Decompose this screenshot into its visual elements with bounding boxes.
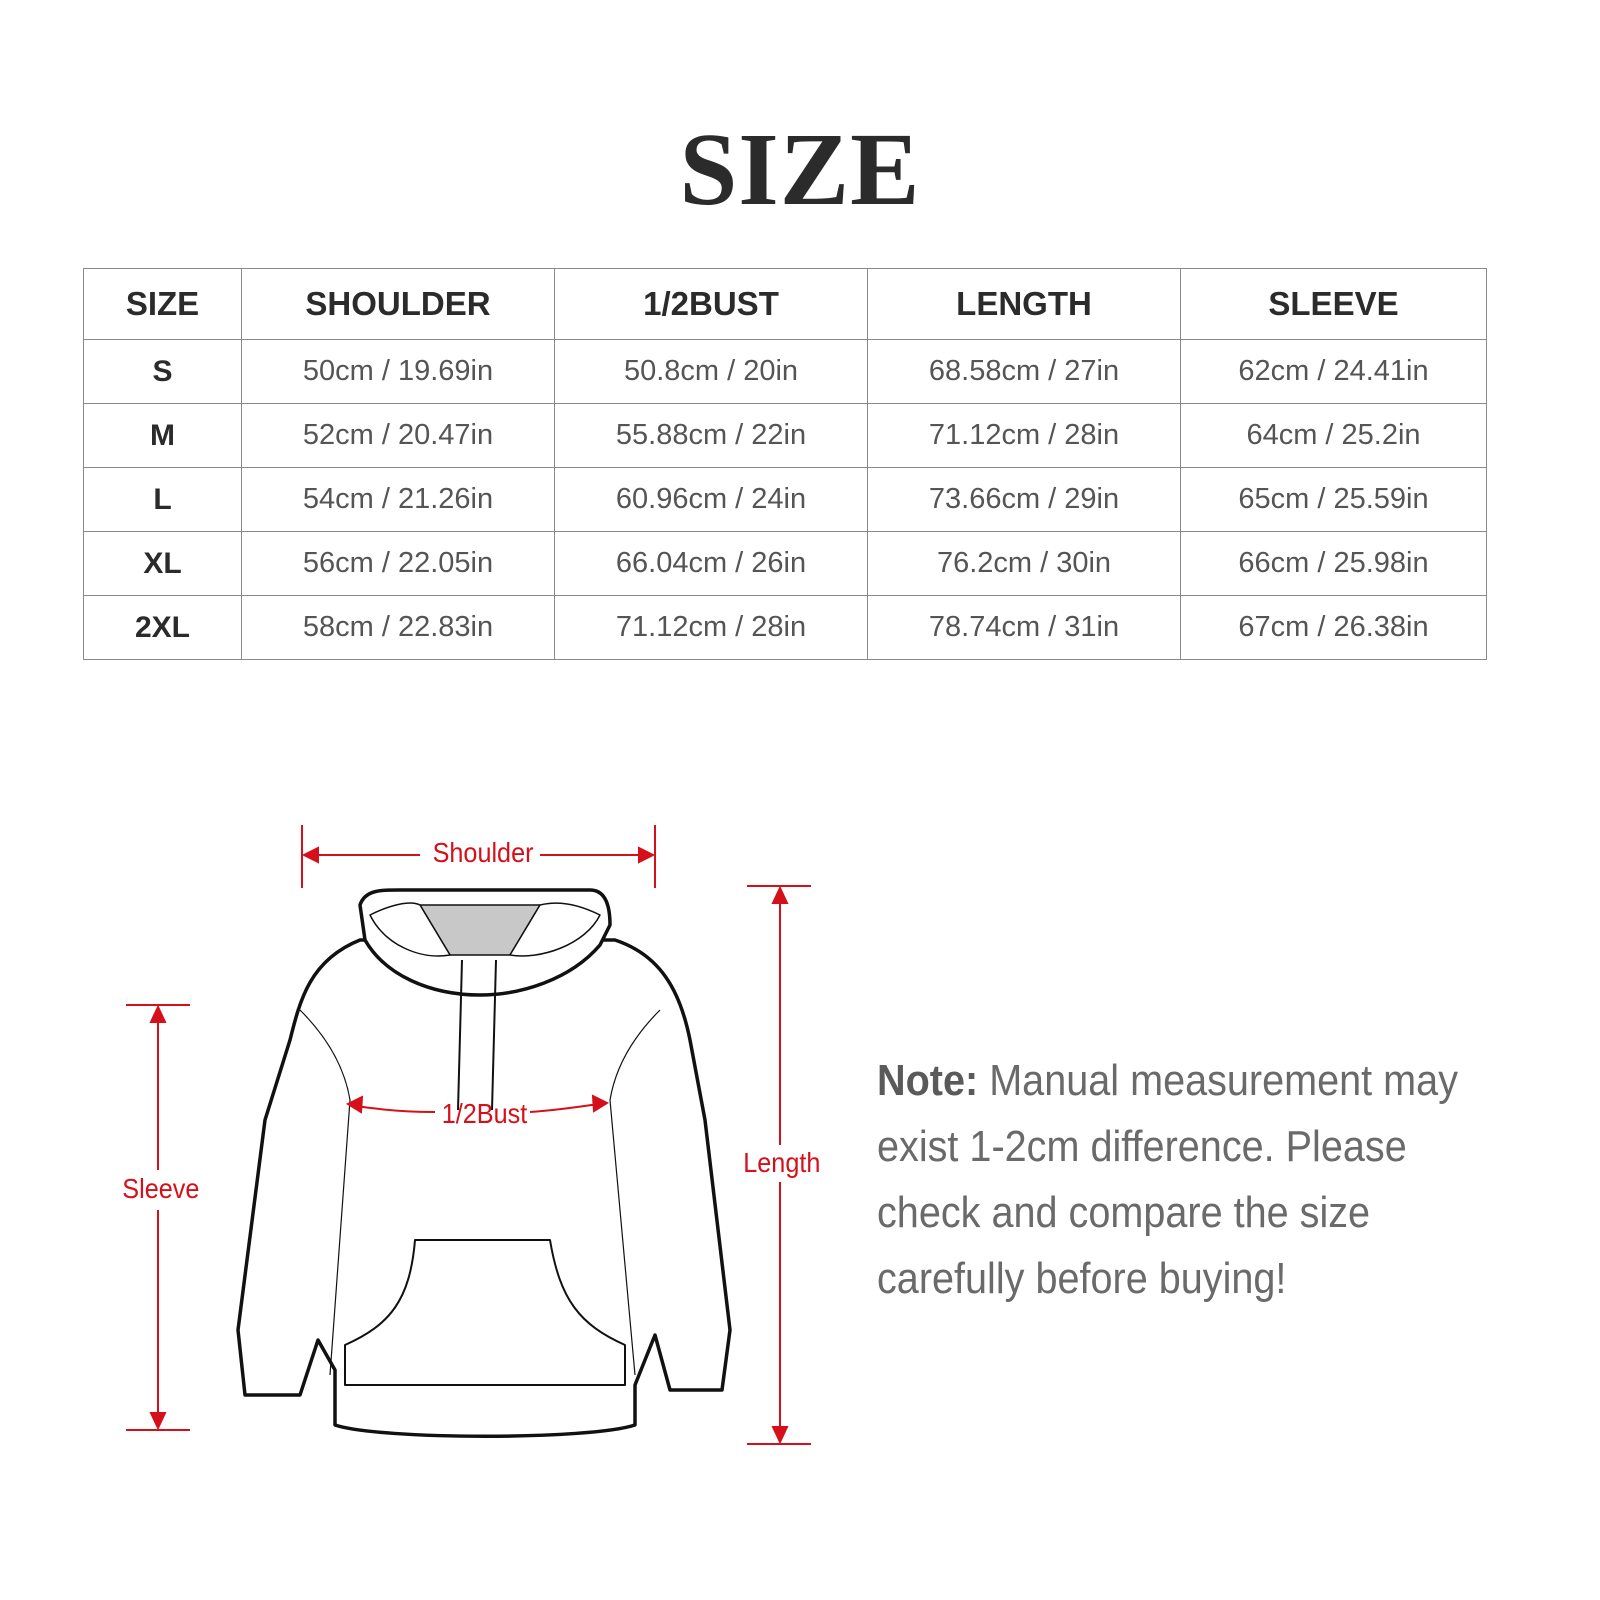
measurement-cell: 66.04cm / 26in <box>554 531 868 596</box>
table-row: M 52cm / 20.47in 55.88cm / 22in 71.12cm / 2… <box>83 403 1487 468</box>
size-cell: L <box>83 467 242 532</box>
note-body: Manual measurement may exist 1-2cm diffe… <box>877 1056 1459 1303</box>
measurement-cell: 71.12cm / 28in <box>867 403 1181 468</box>
measurement-cell: 67cm / 26.38in <box>1180 595 1487 660</box>
measurement-cell: 62cm / 24.41in <box>1180 339 1487 404</box>
measurement-cell: 66cm / 25.98in <box>1180 531 1487 596</box>
measurement-cell: 52cm / 20.47in <box>241 403 555 468</box>
sleeve-label: Sleeve <box>118 1173 203 1205</box>
size-cell: S <box>83 339 242 404</box>
measurement-cell: 73.66cm / 29in <box>867 467 1181 532</box>
table-header-row: SIZE SHOULDER 1/2BUST LENGTH SLEEVE <box>83 268 1487 340</box>
measurement-cell: 64cm / 25.2in <box>1180 403 1487 468</box>
measurement-cell: 78.74cm / 31in <box>867 595 1181 660</box>
size-cell: M <box>83 403 242 468</box>
header-bust: 1/2BUST <box>554 268 868 340</box>
table-row: 2XL 58cm / 22.83in 71.12cm / 28in 78.74cm /… <box>83 595 1487 660</box>
measurement-cell: 50cm / 19.69in <box>241 339 555 404</box>
measurement-cell: 50.8cm / 20in <box>554 339 868 404</box>
header-sleeve: SLEEVE <box>1180 268 1487 340</box>
header-size: SIZE <box>83 268 242 340</box>
shoulder-label: Shoulder <box>429 837 538 869</box>
hoodie-illustration <box>236 888 732 1438</box>
note-text: Note: Manual measurement may exist 1-2cm… <box>877 1048 1507 1312</box>
size-cell: 2XL <box>83 595 242 660</box>
measurement-cell: 54cm / 21.26in <box>241 467 555 532</box>
table-row: XL 56cm / 22.05in 66.04cm / 26in 76.2cm / 3… <box>83 531 1487 596</box>
measurement-cell: 76.2cm / 30in <box>867 531 1181 596</box>
measurement-arrows <box>126 825 811 1445</box>
header-length: LENGTH <box>867 268 1181 340</box>
page-title: SIZE <box>679 112 921 227</box>
size-table: SIZE SHOULDER 1/2BUST LENGTH SLEEVE S 50c… <box>83 268 1487 660</box>
measurement-cell: 56cm / 22.05in <box>241 531 555 596</box>
measurement-cell: 58cm / 22.83in <box>241 595 555 660</box>
measurement-cell: 71.12cm / 28in <box>554 595 868 660</box>
measurement-cell: 65cm / 25.59in <box>1180 467 1487 532</box>
measurement-cell: 60.96cm / 24in <box>554 467 868 532</box>
bust-label: 1/2Bust <box>441 1098 528 1129</box>
note-label: Note: <box>877 1056 979 1105</box>
table-row: S 50cm / 19.69in 50.8cm / 20in 68.58cm / 27… <box>83 339 1487 404</box>
length-label: Length <box>739 1147 824 1179</box>
table-row: L 54cm / 21.26in 60.96cm / 24in 73.66cm / 2… <box>83 467 1487 532</box>
measurement-cell: 55.88cm / 22in <box>554 403 868 468</box>
